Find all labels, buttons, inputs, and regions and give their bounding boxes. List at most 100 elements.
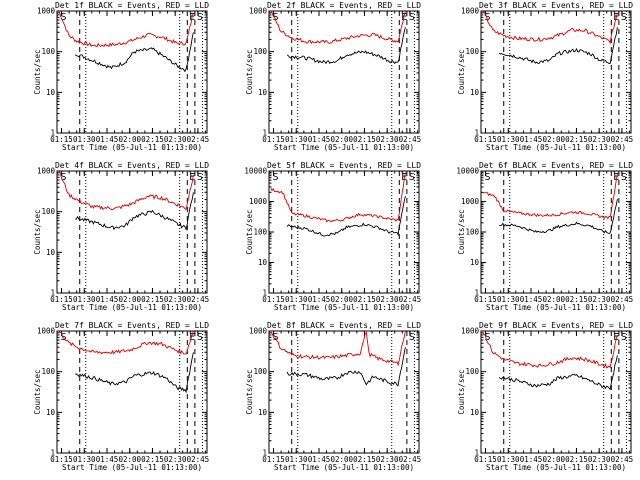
x-axis-label: Start Time (05-Jul-11 01:13:00) [486, 303, 626, 312]
x-tick-label: 02:00 [542, 455, 565, 464]
x-tick-label: 01:45 [96, 295, 119, 304]
x-tick-label: 01:45 [96, 135, 119, 144]
x-tick-label: 02:30 [164, 455, 187, 464]
chart-panel-7: Det 7f BLACK = Events, RED = LLD 1 10 100 10… [33, 321, 209, 472]
marker-e: E [189, 172, 195, 183]
series-line-events [499, 199, 618, 234]
y-tick-label: 1 [474, 129, 479, 138]
x-tick-label: 02:30 [588, 135, 611, 144]
y-tick-label: 10000 [456, 167, 479, 176]
chart-title: Det 9f BLACK = Events, RED = LLD [479, 321, 633, 330]
x-tick-label: 01:30 [497, 295, 520, 304]
series-line-events [498, 27, 618, 65]
y-tick-label: 1000 [37, 327, 56, 336]
y-tick-label: 1000 [461, 197, 480, 206]
y-tick-label: 10 [46, 248, 56, 257]
x-tick-label: 02:00 [118, 295, 141, 304]
y-tick-label: 10 [470, 88, 480, 97]
series-line-events [75, 352, 194, 394]
y-tick-label: 1000 [249, 197, 268, 206]
x-tick-label: 02:00 [118, 135, 141, 144]
x-tick-label: 02:45 [187, 455, 210, 464]
x-tick-label: 02:30 [588, 295, 611, 304]
x-axis-label: Start Time (05-Jul-11 01:13:00) [486, 463, 626, 472]
x-axis-label: Start Time (05-Jul-11 01:13:00) [274, 463, 414, 472]
series-line-events [286, 347, 406, 387]
y-tick-label: 10000 [244, 167, 267, 176]
x-tick-label: 01:15 [50, 135, 73, 144]
y-tick-label: 10 [258, 88, 268, 97]
y-tick-label: 1 [50, 449, 55, 458]
series-line-lld [482, 11, 618, 45]
y-tick-label: 10 [46, 408, 56, 417]
plot-frame [480, 10, 632, 134]
plot-frame [56, 170, 208, 294]
x-tick-label: 01:30 [73, 295, 96, 304]
marker-s: S [197, 12, 203, 23]
x-tick-label: 02:00 [542, 135, 565, 144]
plot-frame [268, 330, 420, 454]
marker-s: S [621, 12, 627, 23]
chart-panel-2: Det 2f BLACK = Events, RED = LLD 1 10 100 10… [245, 1, 421, 152]
series-line-lld [270, 172, 406, 223]
x-tick-label: 02:15 [141, 455, 164, 464]
marker-s: S [621, 172, 627, 183]
x-tick-label: 01:45 [520, 135, 543, 144]
y-axis-label: Counts/sec [33, 369, 42, 414]
x-tick-label: 01:30 [285, 135, 308, 144]
y-tick-label: 1 [262, 449, 267, 458]
series-line-events [286, 195, 406, 237]
plot-frame [268, 10, 420, 134]
x-tick-label: 01:45 [96, 455, 119, 464]
x-tick-label: 01:30 [497, 135, 520, 144]
y-tick-label: 100 [465, 47, 479, 56]
series-line-lld [270, 11, 406, 45]
x-tick-label: 02:45 [399, 295, 422, 304]
chart-title: Det 2f BLACK = Events, RED = LLD [267, 1, 421, 10]
x-axis-label: Start Time (05-Jul-11 01:13:00) [274, 143, 414, 152]
series-line-events [74, 32, 194, 73]
chart-title: Det 4f BLACK = Events, RED = LLD [55, 161, 209, 170]
x-tick-label: 01:15 [262, 295, 285, 304]
y-tick-label: 100 [41, 367, 55, 376]
x-tick-label: 02:30 [588, 455, 611, 464]
x-tick-label: 01:15 [262, 135, 285, 144]
x-tick-label: 02:15 [565, 455, 588, 464]
marker-s: S [409, 172, 415, 183]
x-tick-label: 01:45 [308, 295, 331, 304]
y-axis-label: Counts/sec [457, 49, 466, 94]
series-line-events [286, 27, 406, 65]
series-line-lld [58, 171, 194, 211]
x-tick-label: 02:30 [164, 135, 187, 144]
y-tick-label: 100 [253, 228, 267, 237]
y-tick-label: 10 [470, 408, 480, 417]
marker-s: S [621, 332, 627, 343]
x-axis-label: Start Time (05-Jul-11 01:13:00) [486, 143, 626, 152]
x-tick-label: 02:30 [164, 295, 187, 304]
chart-title: Det 1f BLACK = Events, RED = LLD [55, 1, 209, 10]
marker-s: S [409, 12, 415, 23]
plot-frame [56, 330, 208, 454]
x-tick-label: 02:00 [330, 135, 353, 144]
x-tick-label: 01:45 [308, 135, 331, 144]
x-tick-label: 01:30 [73, 135, 96, 144]
series-line-lld [482, 173, 618, 220]
chart-panel-8: Det 8f BLACK = Events, RED = LLD 1 10 100 10… [245, 321, 421, 472]
chart-title: Det 6f BLACK = Events, RED = LLD [479, 161, 633, 170]
y-tick-label: 1 [474, 289, 479, 298]
y-tick-label: 1 [262, 289, 267, 298]
chart-panel-4: Det 4f BLACK = Events, RED = LLD 1 10 100 10… [33, 161, 209, 312]
chart-title: Det 8f BLACK = Events, RED = LLD [267, 321, 421, 330]
x-tick-label: 02:00 [330, 455, 353, 464]
y-tick-label: 1000 [249, 327, 268, 336]
chart-panel-5: Det 5f BLACK = Events, RED = LLD 1 10 100 10… [244, 161, 421, 312]
chart-panel-6: Det 6f BLACK = Events, RED = LLD 1 10 100 10… [456, 161, 633, 312]
x-tick-label: 02:15 [141, 135, 164, 144]
x-tick-label: 02:30 [376, 295, 399, 304]
marker-s: S [485, 172, 491, 183]
y-tick-label: 1 [50, 129, 55, 138]
y-axis-label: Counts/sec [457, 209, 466, 254]
x-tick-label: 01:45 [520, 295, 543, 304]
x-tick-label: 02:00 [118, 455, 141, 464]
x-tick-label: 02:45 [187, 295, 210, 304]
